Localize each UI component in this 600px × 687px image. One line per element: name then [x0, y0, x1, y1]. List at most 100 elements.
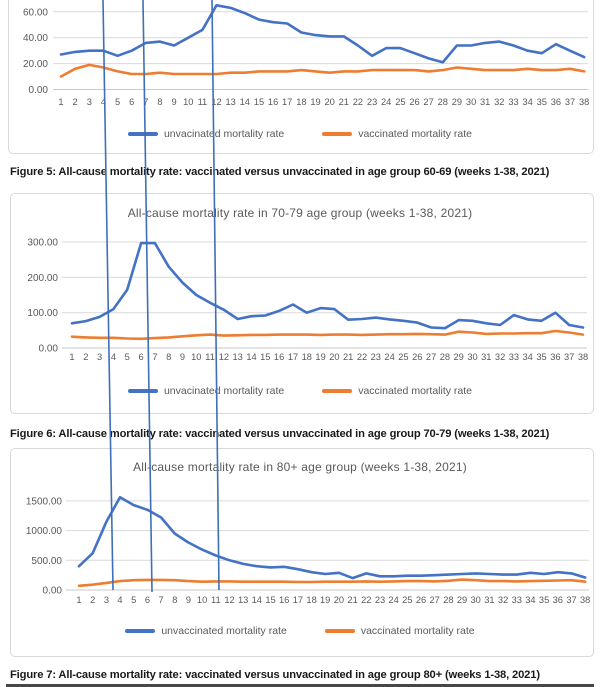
svg-text:0.00: 0.00: [39, 344, 59, 355]
svg-text:31: 31: [480, 97, 490, 107]
svg-text:18: 18: [296, 97, 306, 107]
svg-text:27: 27: [423, 97, 433, 107]
svg-text:32: 32: [498, 595, 508, 605]
svg-text:8: 8: [172, 595, 177, 605]
svg-text:38: 38: [580, 595, 590, 605]
svg-text:33: 33: [512, 595, 522, 605]
svg-text:29: 29: [454, 352, 464, 362]
svg-text:3: 3: [87, 97, 92, 107]
svg-text:4: 4: [101, 97, 106, 107]
svg-text:2: 2: [73, 97, 78, 107]
svg-text:13: 13: [226, 97, 236, 107]
svg-text:9: 9: [172, 97, 177, 107]
svg-text:26: 26: [409, 97, 419, 107]
svg-text:26: 26: [416, 595, 426, 605]
svg-text:300.00: 300.00: [27, 238, 58, 249]
svg-text:12: 12: [211, 97, 221, 107]
svg-text:24: 24: [388, 595, 398, 605]
svg-text:3: 3: [104, 595, 109, 605]
svg-text:27: 27: [426, 352, 436, 362]
svg-text:15: 15: [265, 595, 275, 605]
svg-text:5: 5: [125, 352, 130, 362]
svg-text:13: 13: [238, 595, 248, 605]
svg-text:19: 19: [315, 352, 325, 362]
svg-text:36: 36: [550, 352, 560, 362]
svg-text:23: 23: [375, 595, 385, 605]
svg-text:12: 12: [224, 595, 234, 605]
svg-text:8: 8: [166, 352, 171, 362]
legend-label: vaccinated mortality rate: [358, 128, 473, 140]
svg-text:36: 36: [551, 97, 561, 107]
legend-label: vaccinated mortality rate: [360, 625, 475, 637]
svg-text:19: 19: [320, 595, 330, 605]
svg-text:35: 35: [537, 97, 547, 107]
svg-text:6: 6: [129, 97, 134, 107]
svg-text:1: 1: [69, 352, 74, 362]
svg-text:14: 14: [252, 595, 262, 605]
svg-text:4: 4: [111, 352, 116, 362]
svg-text:29: 29: [452, 97, 462, 107]
svg-text:34: 34: [522, 97, 532, 107]
svg-text:1: 1: [58, 97, 63, 107]
svg-text:21: 21: [347, 595, 357, 605]
unvaccinated-line-marker-icon: [127, 132, 158, 136]
unvaccinated-line-marker-icon: [127, 389, 158, 393]
svg-text:25: 25: [398, 352, 408, 362]
legend-item-vaccinated: vaccinated mortality rate: [322, 385, 472, 397]
svg-text:24: 24: [384, 352, 394, 362]
svg-text:32: 32: [494, 97, 504, 107]
svg-text:20.00: 20.00: [23, 59, 48, 70]
svg-text:17: 17: [293, 595, 303, 605]
svg-text:7: 7: [159, 595, 164, 605]
svg-text:20: 20: [329, 352, 339, 362]
svg-text:25: 25: [402, 595, 412, 605]
svg-text:26: 26: [412, 352, 422, 362]
svg-text:4: 4: [117, 595, 122, 605]
svg-text:9: 9: [186, 595, 191, 605]
svg-text:18: 18: [306, 595, 316, 605]
svg-text:20: 20: [334, 595, 344, 605]
svg-text:31: 31: [481, 352, 491, 362]
fig5-legend: unvacinated mortality rate vaccinated mo…: [0, 127, 600, 141]
svg-text:35: 35: [536, 352, 546, 362]
svg-text:38: 38: [579, 97, 589, 107]
svg-text:10: 10: [183, 97, 193, 107]
svg-text:33: 33: [509, 352, 519, 362]
svg-text:12: 12: [219, 352, 229, 362]
svg-text:16: 16: [279, 595, 289, 605]
svg-text:11: 11: [205, 352, 215, 362]
svg-text:5: 5: [131, 595, 136, 605]
svg-text:2: 2: [90, 595, 95, 605]
legend-item-unvaccinated: unvacinated mortality rate: [127, 128, 284, 140]
svg-text:16: 16: [268, 97, 278, 107]
svg-text:40.00: 40.00: [23, 33, 48, 44]
figure6-caption: Figure 6: All-cause mortality rate: vacc…: [10, 428, 550, 440]
svg-text:33: 33: [508, 97, 518, 107]
svg-text:9: 9: [180, 352, 185, 362]
legend-label: unvaccinated mortality rate: [161, 625, 287, 637]
page-bottom-table-edge: [6, 684, 594, 687]
svg-text:37: 37: [564, 352, 574, 362]
svg-text:2: 2: [83, 352, 88, 362]
svg-text:19: 19: [310, 97, 320, 107]
svg-text:1500.00: 1500.00: [26, 496, 63, 507]
legend-label: unvacinated mortality rate: [163, 385, 285, 397]
svg-text:37: 37: [566, 595, 576, 605]
svg-text:27: 27: [430, 595, 440, 605]
fig6-chart-title: All-cause mortality rate in 70-79 age gr…: [127, 206, 473, 220]
svg-text:36: 36: [553, 595, 563, 605]
svg-text:22: 22: [353, 97, 363, 107]
svg-text:21: 21: [339, 97, 349, 107]
svg-text:28: 28: [443, 595, 453, 605]
svg-text:32: 32: [495, 352, 505, 362]
svg-text:24: 24: [381, 97, 391, 107]
svg-text:0.00: 0.00: [29, 85, 49, 96]
svg-text:18: 18: [302, 352, 312, 362]
svg-text:14: 14: [246, 352, 256, 362]
unvaccinated-line-marker-icon: [125, 629, 156, 633]
legend-item-vaccinated: vaccinated mortality rate: [324, 625, 475, 637]
svg-text:100.00: 100.00: [27, 308, 58, 319]
